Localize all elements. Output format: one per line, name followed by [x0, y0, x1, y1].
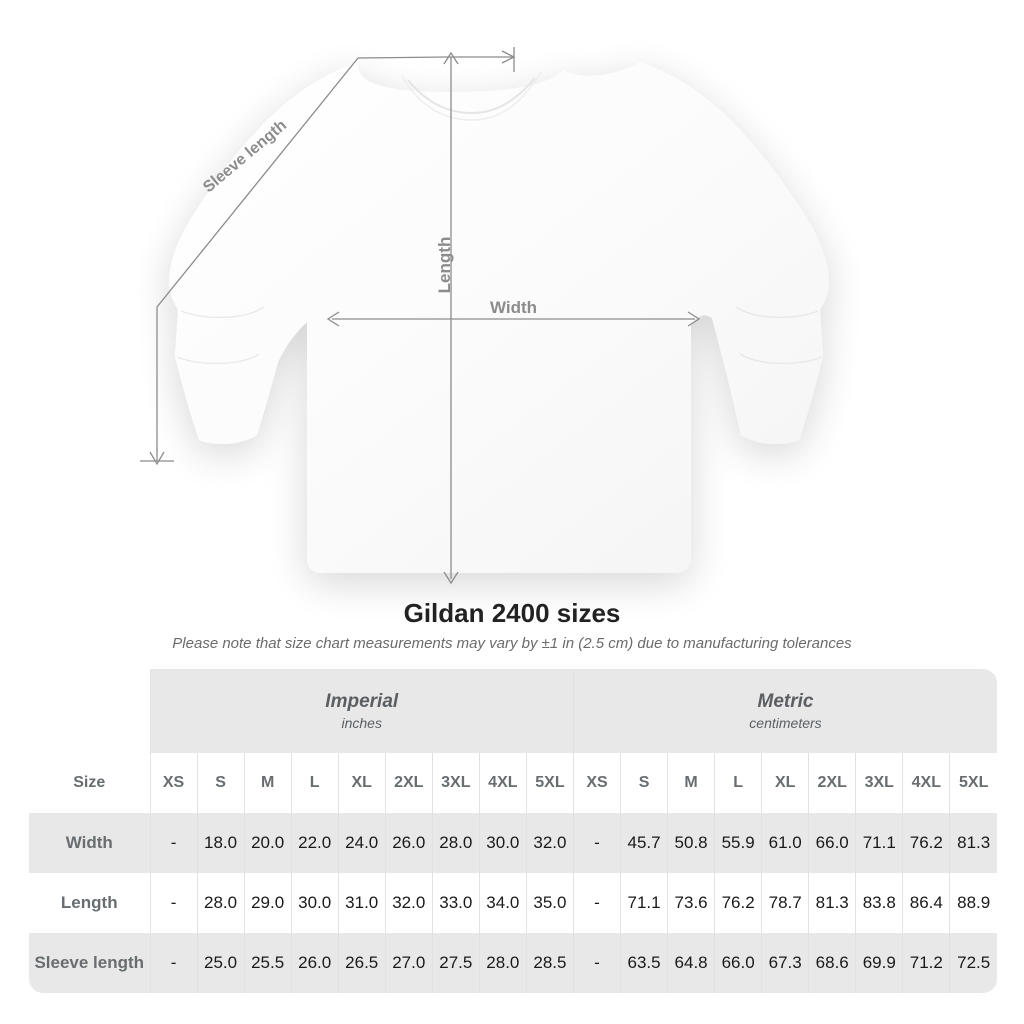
svg-text:Length: Length — [435, 237, 454, 294]
svg-text:Width: Width — [490, 298, 537, 317]
